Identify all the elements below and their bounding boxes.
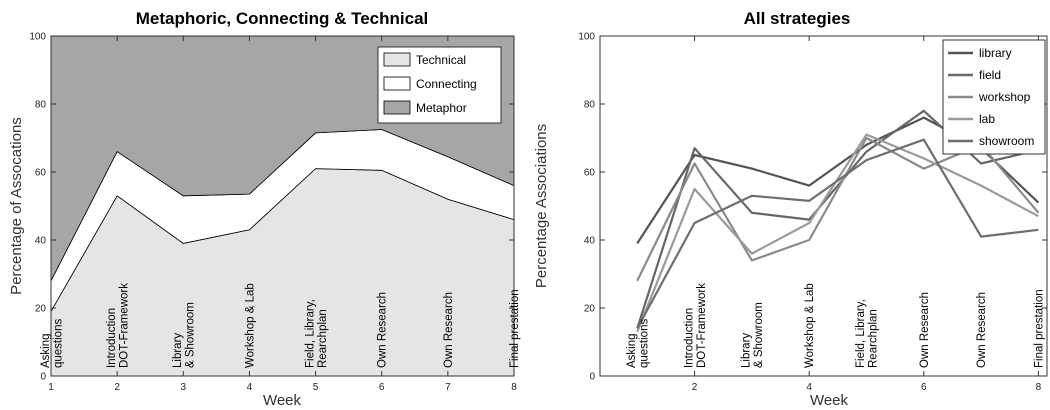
left-y-tick-label: 80 [35, 100, 47, 111]
legend-label-field: field [979, 68, 1001, 82]
right-annotation-7: Own Research [976, 292, 988, 368]
right-y-tick-label: 20 [584, 304, 596, 315]
left-chart-title: Metaphoric, Connecting & Technical [136, 9, 429, 28]
right-annotation-4: Workshop & Lab [804, 283, 816, 368]
right-y-axis-label: Percentage Associations [533, 124, 550, 288]
left-annotation-8: Final prestation [509, 289, 521, 368]
legend-swatch-connecting [383, 76, 411, 91]
right-annotation-3: Library& Showroom [741, 302, 766, 368]
left-annotation-6: Own Research [377, 292, 389, 368]
left-x-tick-label: 1 [48, 382, 54, 393]
line-field [636, 109, 1039, 329]
legend-label-workshop: workshop [978, 90, 1031, 104]
left-plot-frame [50, 35, 515, 377]
right-x-axis-label: Week [810, 392, 849, 409]
right-chart-title: All strategies [744, 9, 851, 28]
right-x-tick-label: 2 [692, 382, 698, 393]
legend-label-lab: lab [979, 112, 995, 126]
left-y-tick-label: 60 [35, 168, 47, 179]
line-showroom [636, 138, 1039, 329]
legend-swatch-technical [383, 52, 411, 67]
right-y-tick-label: 60 [584, 168, 596, 179]
right-x-tick-label: 4 [806, 382, 812, 393]
legend-label-connecting: Connecting [416, 77, 477, 91]
right-x-tick-label: 8 [1036, 382, 1042, 393]
left-annotation-2: IntroductionDOT-Framework [106, 283, 130, 368]
left-y-tick-label: 100 [29, 32, 46, 43]
right-annotation-5: Field, Library,Rearchplan [855, 299, 880, 368]
right-plot-frame [599, 35, 1048, 377]
left-chart: Metaphoric, Connecting & Technical Perce… [8, 9, 521, 409]
left-y-tick-label: 0 [40, 372, 46, 383]
legend-label-showroom: showroom [979, 134, 1034, 148]
left-annotation-7: Own Research [443, 292, 455, 368]
right-y-tick-label: 40 [584, 236, 596, 247]
left-x-tick-label: 6 [379, 382, 385, 393]
left-x-tick-label: 7 [445, 382, 451, 393]
legend-label-library: library [979, 46, 1012, 60]
right-y-tick-label: 0 [589, 372, 595, 383]
legend-label-metaphor: Metaphor [416, 101, 467, 115]
right-annotation-2: IntroductionDOT-Framework [683, 283, 708, 368]
left-annotation-3: Library& Showroom [172, 302, 197, 368]
left-x-tick-label: 8 [511, 382, 517, 393]
left-y-tick-label: 20 [35, 304, 47, 315]
right-annotation-6: Own Research [919, 292, 931, 368]
right-x-tick-label: 6 [921, 382, 927, 393]
left-x-tick-label: 4 [247, 382, 253, 393]
line-lab [636, 133, 1039, 333]
right-annotation-1: Askingquestions [626, 319, 651, 368]
left-annotation-4: Workshop & Lab [244, 283, 256, 368]
left-annotation-1: Askingquestions [40, 319, 65, 368]
right-chart: All strategies Percentage Associations W… [533, 9, 1048, 409]
left-y-tick-label: 40 [35, 236, 47, 247]
left-x-tick-label: 3 [181, 382, 187, 393]
right-y-tick-label: 80 [584, 100, 596, 111]
left-x-tick-label: 5 [313, 382, 319, 393]
left-x-tick-label: 2 [114, 382, 120, 393]
right-y-tick-label: 100 [578, 32, 595, 43]
left-y-axis-label: Percentage of Assocations [8, 117, 25, 295]
left-annotation-5: Field, Library,Rearchplan [304, 299, 329, 368]
legend-label-technical: Technical [416, 53, 466, 67]
right-annotation-8: Final prestation [1033, 289, 1045, 368]
legend-swatch-metaphor [383, 100, 411, 115]
left-x-axis-label: Week [263, 392, 302, 409]
